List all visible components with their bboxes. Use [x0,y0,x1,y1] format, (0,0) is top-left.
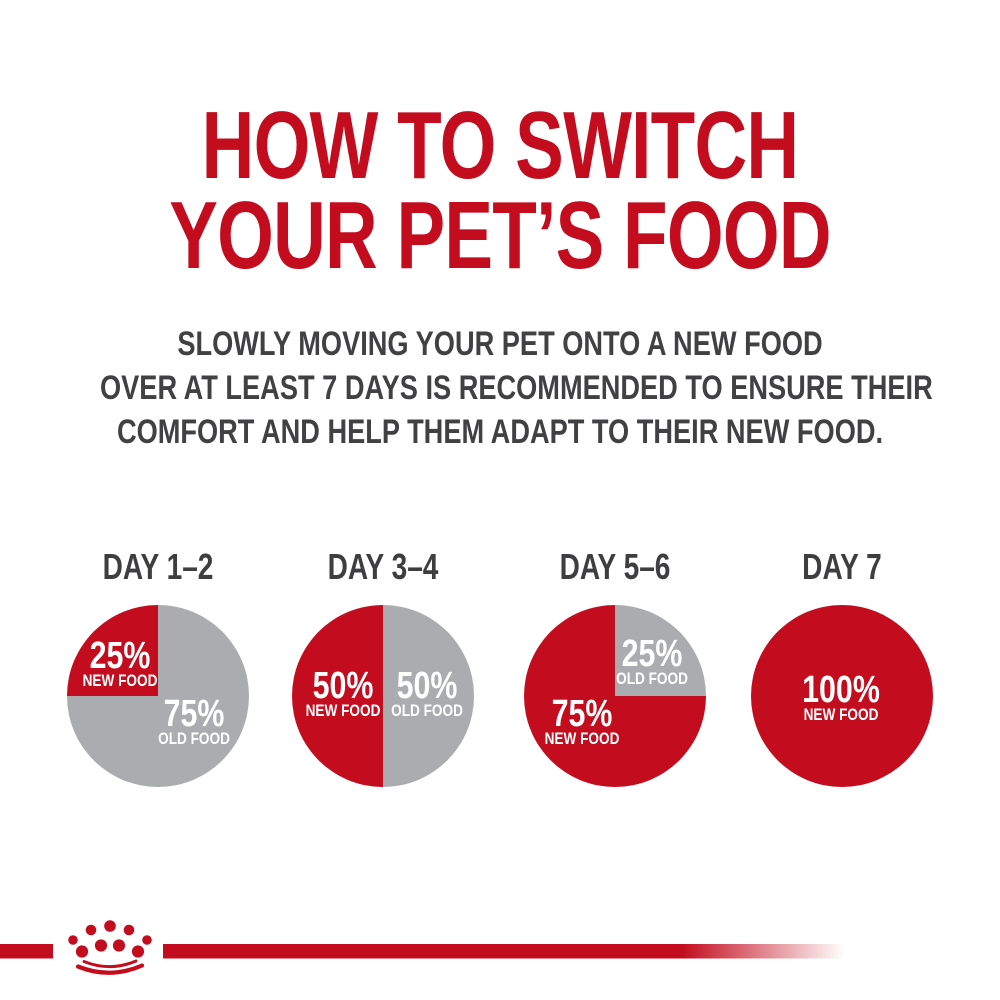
title-line-1: HOW TO SWITCH [201,92,799,199]
slice-name: NEW FOOD [803,705,879,724]
day-7-pie-chart: 100% NEW FOOD [751,605,933,787]
day-3-4-pie-chart: 50% NEW FOOD 50% OLD FOOD [292,605,474,787]
day-3-4-label: DAY 3–4 [327,546,439,587]
slice-percent: 75% [551,693,613,735]
slice-percent: 25% [621,633,683,675]
slice-label-old-food: 50% OLD FOOD [391,667,463,719]
day-1-2-label: DAY 1–2 [102,546,214,587]
intro-line-1: SLOWLY MOVING YOUR PET ONTO A NEW FOOD [177,325,823,363]
slice-name: OLD FOOD [616,669,688,688]
footer-divider-left [0,944,53,959]
page-title: HOW TO SWITCH YOUR PET’S FOOD [120,98,880,284]
slice-percent: 100% [802,669,880,711]
royal-canin-crown-icon [68,920,152,975]
day-1-2-group: DAY 1–2 25% NEW FOOD 75% OLD FOOD [48,549,268,787]
day-3-4-group: DAY 3–4 50% NEW FOOD 50% OLD FOOD [273,549,493,787]
day-7-group: DAY 7 100% NEW FOOD [732,549,952,787]
day-5-6-pie-chart: 25% OLD FOOD 75% NEW FOOD [524,605,706,787]
intro-text: SLOWLY MOVING YOUR PET ONTO A NEW FOOD O… [100,322,933,454]
slice-label-old-food: 25% OLD FOOD [616,635,688,687]
intro-line-2: OVER AT LEAST 7 DAYS IS RECOMMENDED TO E… [100,369,933,407]
day-5-6-group: DAY 5–6 25% OLD FOOD 75% NEW FOOD [505,549,725,787]
slice-name: NEW FOOD [305,701,381,720]
footer-divider-right [163,944,845,959]
day-5-6-label: DAY 5–6 [559,546,671,587]
footer [0,905,1000,1000]
slice-label-new-food: 100% NEW FOOD [802,671,880,723]
slice-name: NEW FOOD [82,671,158,690]
slice-percent: 25% [89,635,151,677]
slice-label-old-food: 75% OLD FOOD [158,695,230,747]
footer-graphic [0,920,845,975]
title-line-2: YOUR PET’S FOOD [169,182,831,289]
slice-percent: 75% [163,693,225,735]
day-1-2-pie-chart: 25% NEW FOOD 75% OLD FOOD [67,605,249,787]
slice-label-new-food: 50% NEW FOOD [306,667,381,719]
slice-percent: 50% [396,665,458,707]
slice-name: OLD FOOD [391,701,463,720]
slice-name: NEW FOOD [544,729,620,748]
slice-label-new-food: 25% NEW FOOD [83,637,158,689]
intro-line-3: COMFORT AND HELP THEM ADAPT TO THEIR NEW… [116,413,884,451]
slice-label-new-food: 75% NEW FOOD [545,695,620,747]
day-7-label: DAY 7 [802,546,882,587]
slice-percent: 50% [312,665,374,707]
slice-name: OLD FOOD [158,729,230,748]
